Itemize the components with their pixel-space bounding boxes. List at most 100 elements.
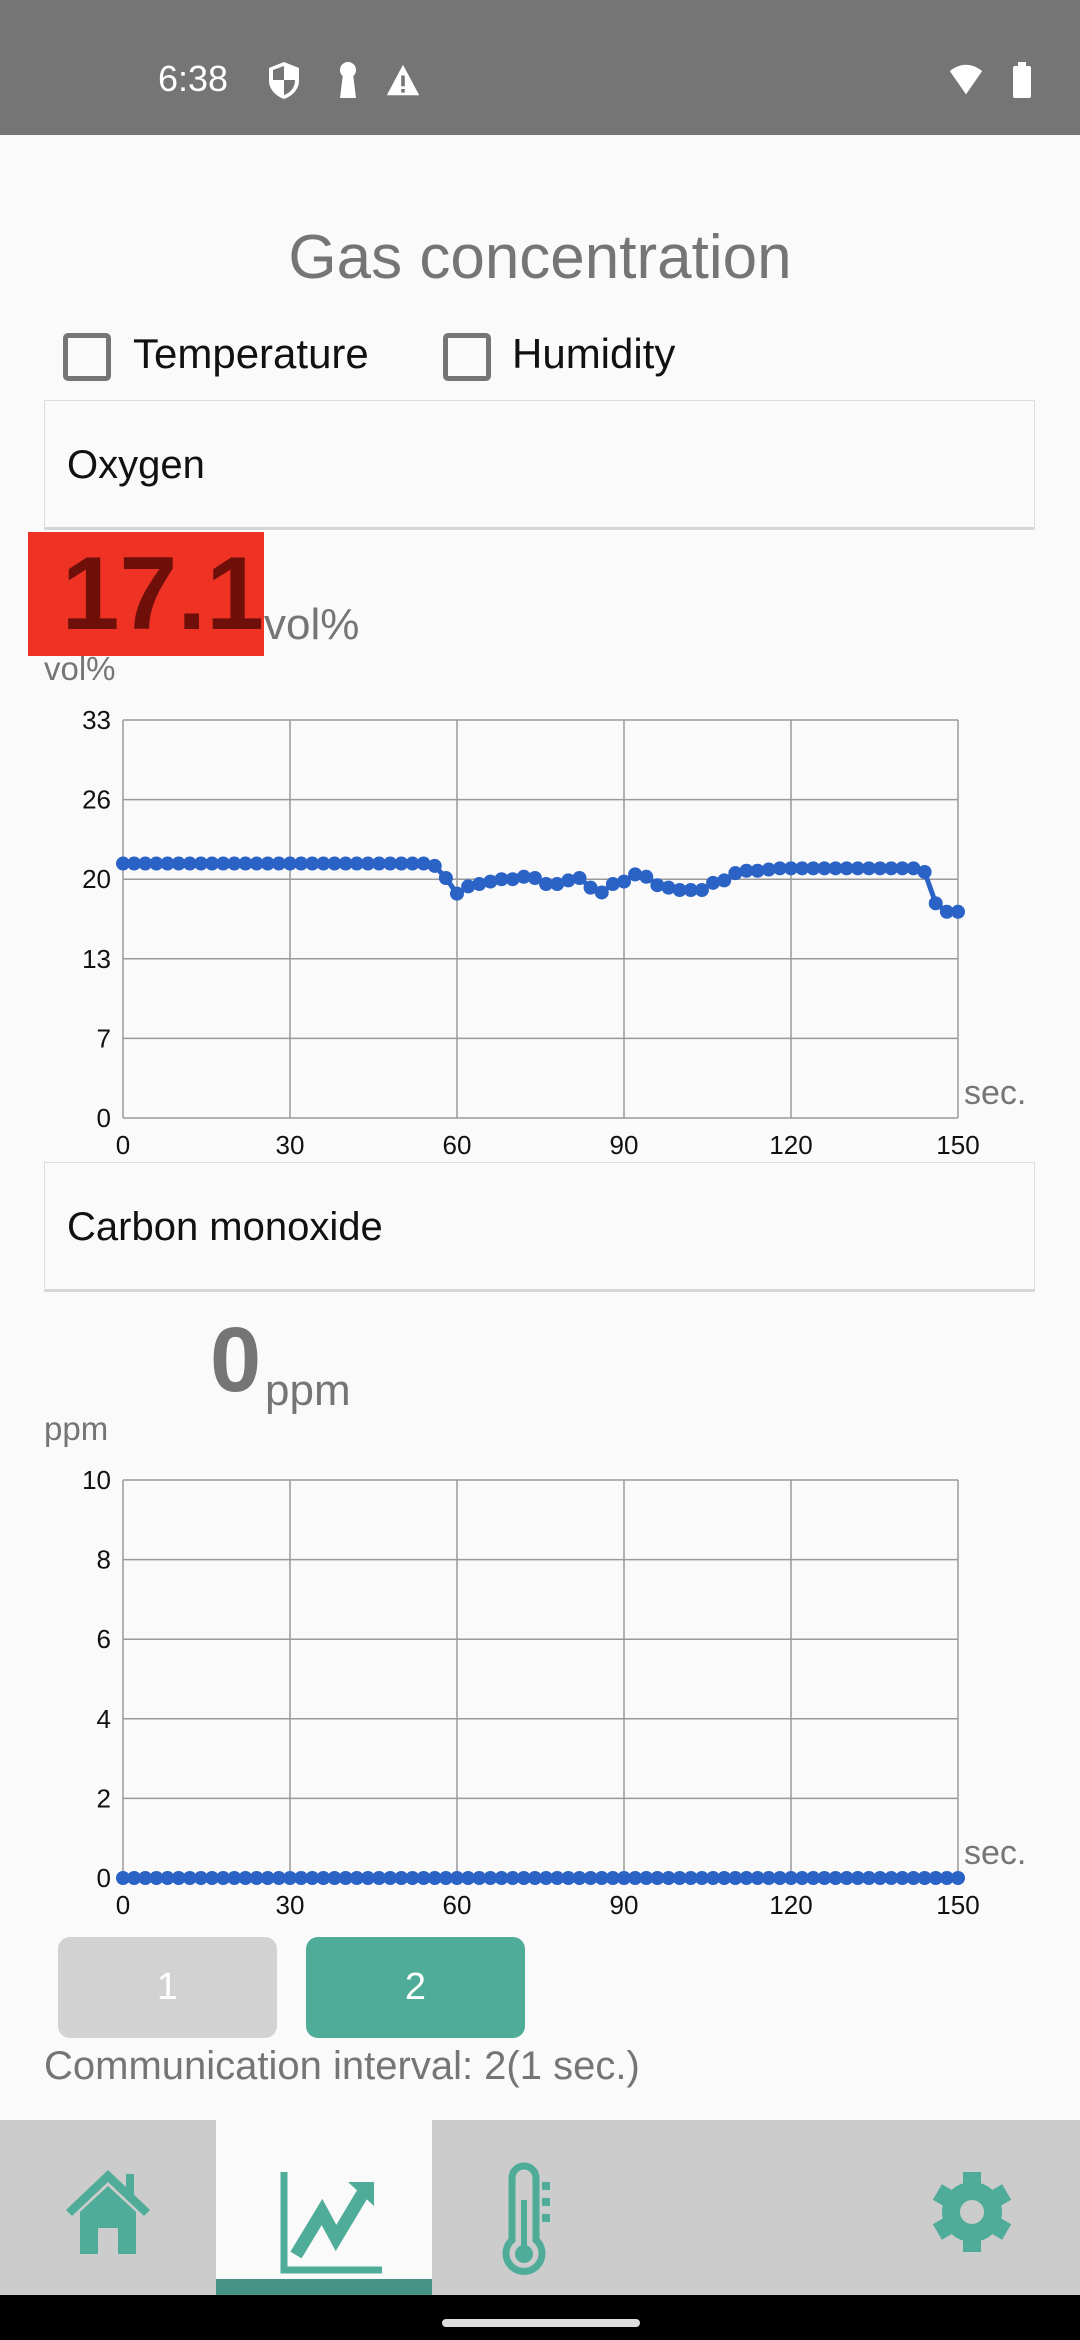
data-point xyxy=(283,1871,297,1885)
data-point xyxy=(338,1871,353,1885)
data-point xyxy=(238,1871,253,1885)
data-point xyxy=(784,861,798,876)
data-point xyxy=(205,856,220,871)
data-point xyxy=(149,1871,164,1885)
data-point xyxy=(360,1871,375,1885)
data-point xyxy=(405,1871,420,1885)
data-point xyxy=(605,1871,620,1885)
data-point xyxy=(650,1871,665,1885)
data-point xyxy=(951,1871,965,1885)
interval-button-2[interactable]: 2 xyxy=(306,1937,525,2038)
home-icon xyxy=(66,2170,150,2254)
data-point xyxy=(939,1871,954,1885)
chart-ylabel: ppm xyxy=(44,1410,109,1447)
data-point xyxy=(917,864,932,879)
data-point xyxy=(594,1871,609,1885)
data-point xyxy=(182,1871,197,1885)
tab-graph[interactable] xyxy=(216,2120,432,2295)
data-point xyxy=(271,856,286,871)
data-point xyxy=(939,904,954,919)
data-point xyxy=(817,861,832,876)
gas-selector-co[interactable]: Carbon monoxide xyxy=(44,1162,1035,1292)
data-point xyxy=(750,1871,765,1885)
data-point xyxy=(772,1871,787,1885)
data-point xyxy=(550,1871,565,1885)
temperature-label[interactable]: Temperature xyxy=(133,330,369,377)
humidity-checkbox[interactable] xyxy=(443,333,491,381)
co-chart: 0 2 4 6 8 10 0 30 60 90 120 150 sec. xyxy=(82,1465,1026,1920)
data-point xyxy=(450,1871,464,1885)
data-point xyxy=(850,1871,865,1885)
wifi-icon xyxy=(949,64,983,95)
selector-label: Oxygen xyxy=(67,443,205,487)
data-point xyxy=(349,856,364,871)
data-point xyxy=(672,1871,687,1885)
x-tick-label: 90 xyxy=(610,1890,639,1920)
data-point xyxy=(572,1871,587,1885)
interval-button-1[interactable]: 1 xyxy=(58,1937,277,2038)
data-point xyxy=(338,856,353,871)
data-point xyxy=(795,861,810,876)
x-tick-label: 90 xyxy=(610,1130,639,1160)
data-point xyxy=(305,1871,320,1885)
data-point xyxy=(438,1871,453,1885)
x-tick-label: 60 xyxy=(443,1890,472,1920)
data-point xyxy=(405,856,420,871)
tab-home[interactable] xyxy=(0,2120,216,2295)
temperature-checkbox[interactable] xyxy=(63,333,111,381)
y-tick-label: 0 xyxy=(97,1103,111,1133)
y-tick-label: 7 xyxy=(97,1023,111,1053)
data-point xyxy=(205,1871,220,1885)
data-point xyxy=(249,856,264,871)
data-point xyxy=(661,1871,676,1885)
oxygen-value: 17.1 xyxy=(28,532,264,656)
data-point xyxy=(694,883,709,898)
data-point xyxy=(839,1871,854,1885)
data-point xyxy=(884,861,899,876)
data-point xyxy=(717,873,732,888)
data-point xyxy=(539,877,554,892)
data-point xyxy=(906,861,921,876)
data-point xyxy=(795,1871,810,1885)
home-gesture-handle[interactable] xyxy=(442,2319,640,2327)
gas-selector-oxygen[interactable]: Oxygen xyxy=(44,400,1035,530)
status-bar: 6:38 xyxy=(0,0,1080,135)
data-point xyxy=(427,858,442,873)
data-point xyxy=(617,874,631,889)
data-point xyxy=(483,1871,498,1885)
data-point xyxy=(461,1871,476,1885)
tab-settings[interactable] xyxy=(864,2120,1080,2295)
data-point xyxy=(672,883,687,898)
y-tick-label: 4 xyxy=(97,1704,111,1734)
data-point xyxy=(583,1871,598,1885)
data-point xyxy=(260,856,275,871)
data-point xyxy=(583,880,598,895)
chart-icon xyxy=(280,2172,382,2274)
data-point xyxy=(494,872,509,887)
data-point xyxy=(316,856,331,871)
humidity-label[interactable]: Humidity xyxy=(512,330,676,377)
y-tick-label: 2 xyxy=(97,1783,111,1813)
co-value: 0 xyxy=(210,1309,262,1411)
chart-ylabel: vol% xyxy=(44,650,116,687)
data-point xyxy=(171,856,186,871)
y-tick-label: 33 xyxy=(82,705,111,735)
data-point xyxy=(527,1871,542,1885)
data-point xyxy=(906,1871,921,1885)
data-point xyxy=(182,856,197,871)
data-point xyxy=(516,1871,531,1885)
data-point xyxy=(650,878,665,893)
tab-temperature[interactable] xyxy=(432,2120,648,2295)
data-point xyxy=(728,866,743,881)
keyhole-icon xyxy=(340,62,356,98)
data-point xyxy=(394,1871,409,1885)
data-point xyxy=(728,1871,743,1885)
data-point xyxy=(427,1871,442,1885)
y-tick-label: 8 xyxy=(97,1545,111,1575)
oxygen-chart: 0 7 13 20 26 33 0 30 60 90 120 150 sec. xyxy=(82,705,1026,1160)
data-point xyxy=(472,1871,487,1885)
data-point xyxy=(438,870,453,885)
data-point xyxy=(928,1871,943,1885)
data-point xyxy=(539,1871,554,1885)
y-tick-label: 0 xyxy=(97,1863,111,1893)
